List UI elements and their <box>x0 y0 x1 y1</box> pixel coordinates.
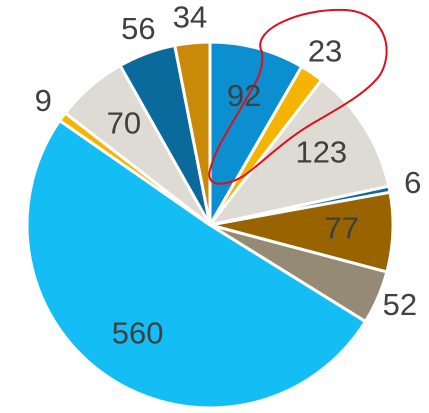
data-label: 34 <box>173 0 207 34</box>
data-label: 52 <box>383 287 417 322</box>
data-label: 92 <box>227 78 261 113</box>
data-label: 77 <box>324 210 358 245</box>
data-label: 23 <box>308 33 342 68</box>
data-label: 9 <box>35 83 52 118</box>
pie-slice <box>172 40 212 226</box>
pie-slice <box>208 40 304 231</box>
pie <box>25 40 395 410</box>
data-label: 560 <box>112 315 164 350</box>
data-label: 56 <box>121 11 155 46</box>
data-label: 6 <box>404 165 421 200</box>
annotation-loop <box>208 8 388 185</box>
pie-slice <box>206 77 391 228</box>
data-label: 123 <box>295 135 347 170</box>
pie-slice <box>25 118 368 410</box>
data-label: 70 <box>107 105 141 140</box>
